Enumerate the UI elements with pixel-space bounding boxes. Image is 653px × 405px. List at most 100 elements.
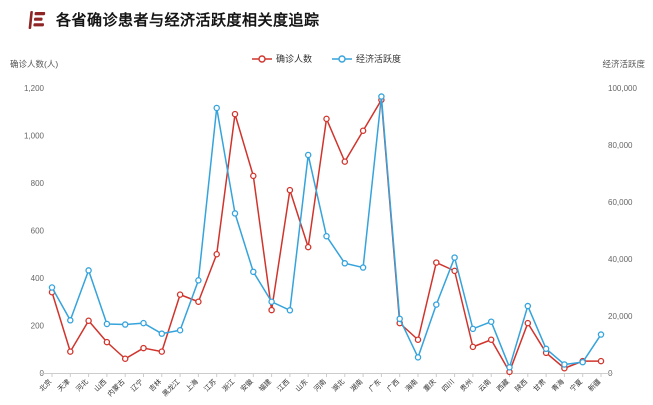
- data-point[interactable]: [103, 320, 111, 328]
- left-axis-tick-label: 1,000: [24, 132, 45, 141]
- x-axis-category-label: 黑龙江: [160, 377, 181, 398]
- left-axis-tick-label: 400: [31, 274, 45, 283]
- x-axis-category-label: 安徽: [238, 377, 254, 393]
- x-axis-category-label: 福建: [257, 377, 273, 393]
- right-axis-title: 经济活跃度: [602, 59, 645, 69]
- x-axis-category-label: 贵州: [458, 377, 474, 393]
- x-axis-category-label: 河南: [312, 377, 328, 393]
- right-axis-tick-label: 80,000: [608, 141, 633, 150]
- x-axis-category-label: 重庆: [421, 377, 437, 393]
- data-point[interactable]: [378, 93, 385, 100]
- data-point[interactable]: [469, 343, 477, 351]
- data-point[interactable]: [414, 336, 422, 343]
- left-axis-tick-label: 600: [31, 227, 45, 236]
- data-point[interactable]: [213, 250, 220, 258]
- x-axis-category-label: 四川: [440, 378, 456, 394]
- data-point[interactable]: [341, 158, 349, 165]
- data-point[interactable]: [323, 232, 330, 240]
- data-point[interactable]: [268, 298, 275, 305]
- x-axis-category-label: 辽宁: [129, 377, 145, 393]
- data-point[interactable]: [67, 348, 74, 355]
- x-axis-category-label: 陕西: [513, 377, 529, 393]
- x-axis-category-label: 浙江: [220, 377, 236, 393]
- data-point[interactable]: [250, 268, 257, 276]
- line-circle-marker-icon: [332, 54, 352, 63]
- data-point[interactable]: [469, 325, 477, 333]
- data-point[interactable]: [524, 302, 532, 310]
- data-point[interactable]: [286, 307, 294, 314]
- data-point[interactable]: [103, 338, 111, 346]
- data-point[interactable]: [121, 321, 129, 328]
- data-point[interactable]: [195, 277, 202, 284]
- data-point[interactable]: [561, 361, 568, 368]
- left-axis-tick-label: 1,200: [24, 84, 45, 93]
- x-axis-category-label: 广东: [367, 377, 383, 393]
- data-point[interactable]: [85, 267, 92, 274]
- data-point[interactable]: [451, 254, 458, 261]
- legend-label-economy: 经济活跃度: [356, 54, 402, 64]
- data-point[interactable]: [414, 354, 422, 361]
- chart-legend: 确诊人数 经济活跃度: [0, 52, 653, 65]
- data-point[interactable]: [433, 301, 440, 308]
- right-axis-tick-label: 40,000: [608, 255, 633, 264]
- x-axis-category-label: 新疆: [586, 377, 602, 393]
- data-point[interactable]: [359, 127, 367, 134]
- data-point[interactable]: [195, 298, 202, 305]
- data-point[interactable]: [487, 318, 495, 325]
- data-point[interactable]: [433, 259, 440, 266]
- data-point[interactable]: [304, 243, 312, 251]
- data-point[interactable]: [121, 355, 129, 362]
- data-point[interactable]: [85, 317, 92, 324]
- legend-item-economy[interactable]: 经济活跃度: [332, 52, 401, 65]
- x-axis-category-label: 北京: [37, 377, 53, 393]
- x-axis-category-label: 甘肃: [531, 377, 547, 393]
- right-axis-tick-label: 20,000: [608, 312, 633, 321]
- x-axis-category-label: 云南: [476, 377, 492, 393]
- data-point[interactable]: [323, 115, 330, 123]
- x-axis-category-label: 湖南: [348, 377, 364, 393]
- legend-label-confirmed: 确诊人数: [275, 54, 312, 64]
- right-axis-tick-label: 60,000: [608, 198, 633, 207]
- data-point[interactable]: [176, 326, 184, 334]
- x-axis-category-label: 青海: [550, 377, 566, 393]
- data-point[interactable]: [359, 264, 367, 271]
- x-axis-category-label: 宁夏: [568, 377, 584, 393]
- data-point[interactable]: [286, 186, 294, 194]
- data-point[interactable]: [506, 364, 513, 371]
- x-axis-category-label: 湖北: [330, 377, 346, 393]
- data-point[interactable]: [176, 291, 184, 298]
- data-point[interactable]: [268, 306, 275, 314]
- page-title: 各省确诊患者与经济活跃度相关度追踪: [56, 12, 320, 29]
- data-point[interactable]: [140, 319, 147, 327]
- left-axis-title: 确诊人数(人): [10, 59, 59, 69]
- x-axis-category-label: 广西: [385, 377, 401, 393]
- data-point[interactable]: [597, 331, 605, 338]
- data-point[interactable]: [597, 357, 605, 365]
- data-point[interactable]: [158, 348, 166, 355]
- x-axis-category-label: 天津: [56, 378, 72, 394]
- data-point[interactable]: [250, 172, 257, 180]
- data-point[interactable]: [542, 345, 550, 353]
- x-axis-category-label: 海南: [403, 377, 419, 393]
- data-point[interactable]: [304, 151, 312, 159]
- data-point[interactable]: [524, 319, 532, 327]
- data-point[interactable]: [396, 315, 403, 323]
- data-point[interactable]: [213, 104, 220, 112]
- x-axis-category-label: 吉林: [147, 377, 163, 393]
- data-point[interactable]: [341, 260, 349, 267]
- data-point[interactable]: [487, 336, 495, 343]
- data-point[interactable]: [451, 267, 458, 275]
- data-point[interactable]: [48, 284, 56, 291]
- data-point[interactable]: [67, 317, 74, 324]
- data-point[interactable]: [579, 358, 586, 366]
- data-point[interactable]: [231, 210, 239, 217]
- x-axis-category-label: 上海: [184, 377, 200, 393]
- legend-item-confirmed[interactable]: 确诊人数: [251, 52, 312, 65]
- data-point[interactable]: [140, 344, 147, 352]
- x-axis-category-label: 江西: [276, 378, 292, 394]
- series-line-经济活跃度: [51, 95, 602, 369]
- data-point[interactable]: [158, 330, 166, 337]
- chart-header: 各省确诊患者与经济活跃度相关度追踪: [27, 9, 320, 30]
- data-point[interactable]: [231, 110, 239, 118]
